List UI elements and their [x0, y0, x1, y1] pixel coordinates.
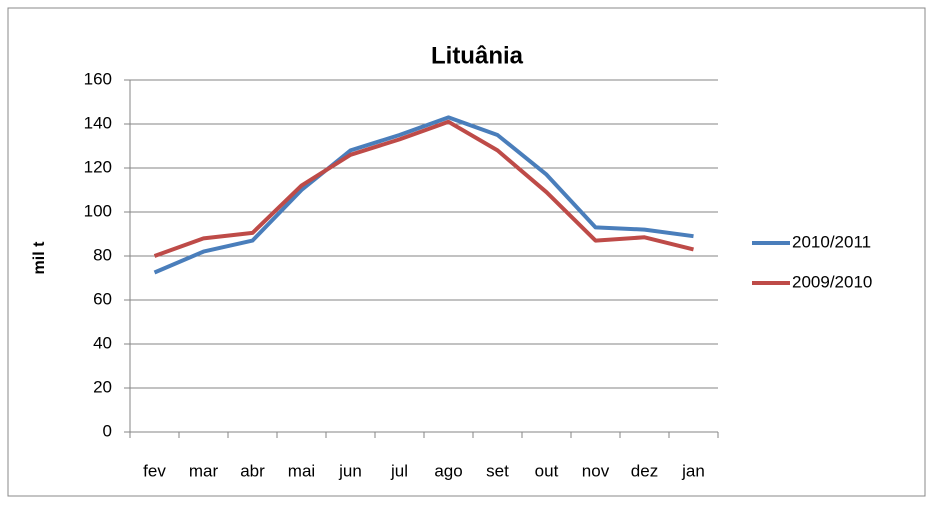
x-tick-label: out: [535, 461, 559, 480]
y-tick-label: 140: [84, 113, 112, 132]
x-tick-label: mai: [288, 461, 315, 480]
y-tick-label: 60: [93, 289, 112, 308]
y-tick-label: 120: [84, 157, 112, 176]
legend-label: 2010/2011: [792, 232, 871, 251]
x-tick-label: mar: [189, 461, 219, 480]
legend-label: 2009/2010: [792, 272, 872, 291]
y-axis-label: mil t: [31, 241, 48, 275]
x-tick-label: ago: [434, 461, 462, 480]
chart-border: [7, 7, 926, 497]
x-tick-label: fev: [143, 461, 166, 480]
series-line: [153, 115, 694, 275]
x-tick-label: abr: [240, 461, 265, 480]
x-tick-label: dez: [631, 461, 658, 480]
y-tick-label: 100: [84, 201, 112, 220]
y-tick-label: 80: [93, 245, 112, 264]
y-tick-label: 0: [103, 421, 112, 440]
y-tick-label: 40: [93, 333, 112, 352]
y-tick-label: 160: [84, 69, 112, 88]
x-tick-label: jul: [390, 461, 408, 480]
x-tick-label: set: [486, 461, 509, 480]
x-tick-label: jan: [681, 461, 705, 480]
series-line: [153, 119, 694, 258]
x-tick-label: jun: [338, 461, 362, 480]
chart-title: Lituânia: [431, 42, 524, 69]
y-tick-label: 20: [93, 377, 112, 396]
x-tick-label: nov: [582, 461, 610, 480]
